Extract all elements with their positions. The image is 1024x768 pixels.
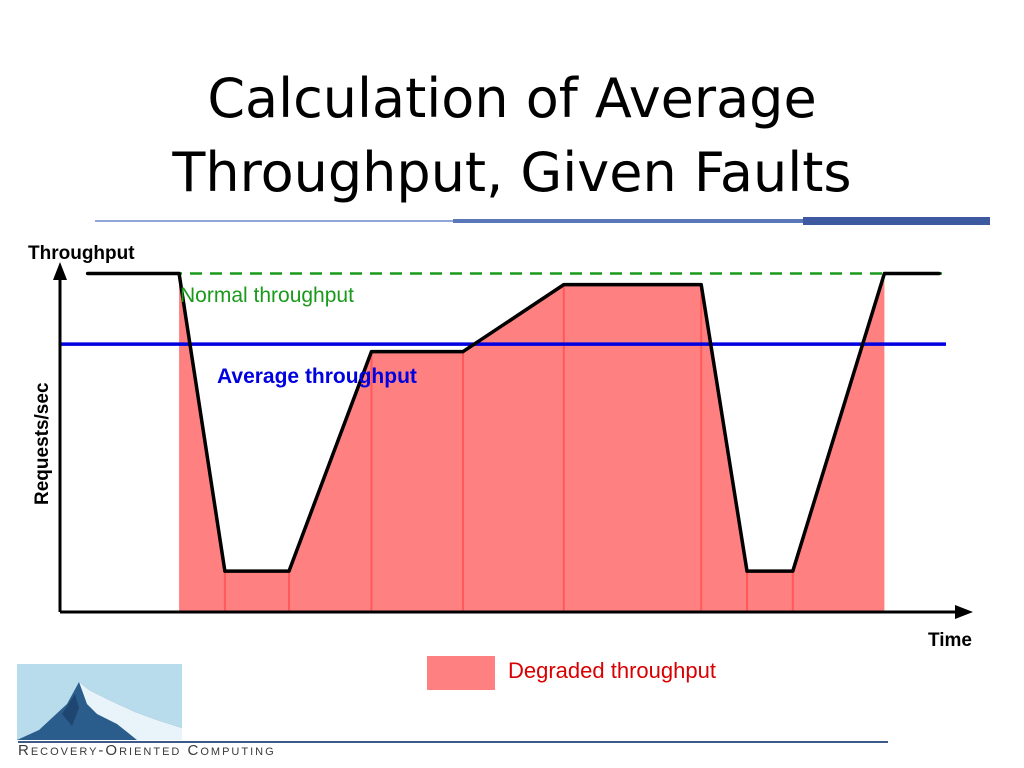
- degraded-area: [179, 273, 885, 612]
- chart-area: [179, 273, 885, 612]
- title-rule-dark: [803, 217, 990, 225]
- roc-logo: [17, 664, 182, 740]
- data-point: [562, 283, 566, 287]
- data-point: [699, 283, 703, 287]
- y-axis-side-label: Requests/sec: [32, 382, 53, 505]
- legend-label-degraded: Degraded throughput: [508, 658, 716, 683]
- data-point: [937, 271, 941, 276]
- data-point: [85, 271, 90, 276]
- title-rule-light: [95, 220, 453, 222]
- data-point: [223, 569, 227, 573]
- x-axis-label: Time: [928, 630, 972, 651]
- data-point: [287, 569, 291, 573]
- normal-throughput-label: Normal throughput: [180, 284, 354, 307]
- data-point: [461, 350, 465, 354]
- title-line-2: Throughput, Given Faults: [172, 141, 852, 204]
- y-axis-arrow: [53, 262, 67, 280]
- legend-swatch-degraded: [427, 656, 495, 690]
- average-throughput-label: Average throughput: [217, 365, 417, 388]
- slide-title: Calculation of Average Throughput, Given…: [0, 62, 1024, 210]
- footer-brand-text: Recovery-Oriented Computing: [18, 742, 276, 759]
- y-axis-title: Throughput: [28, 243, 135, 264]
- data-point: [745, 569, 749, 573]
- title-rule-mid: [453, 219, 803, 223]
- data-point: [791, 569, 795, 573]
- footer-rule: [18, 741, 888, 743]
- mountain-logo-icon: [17, 664, 182, 740]
- data-point: [882, 271, 887, 276]
- chart-lines: [60, 271, 946, 573]
- actual-throughput-line: [87, 271, 940, 573]
- chart-axes: [53, 262, 973, 619]
- x-axis-arrow: [955, 605, 973, 619]
- title-line-1: Calculation of Average: [207, 67, 817, 130]
- data-point: [369, 350, 374, 354]
- data-point: [177, 271, 181, 276]
